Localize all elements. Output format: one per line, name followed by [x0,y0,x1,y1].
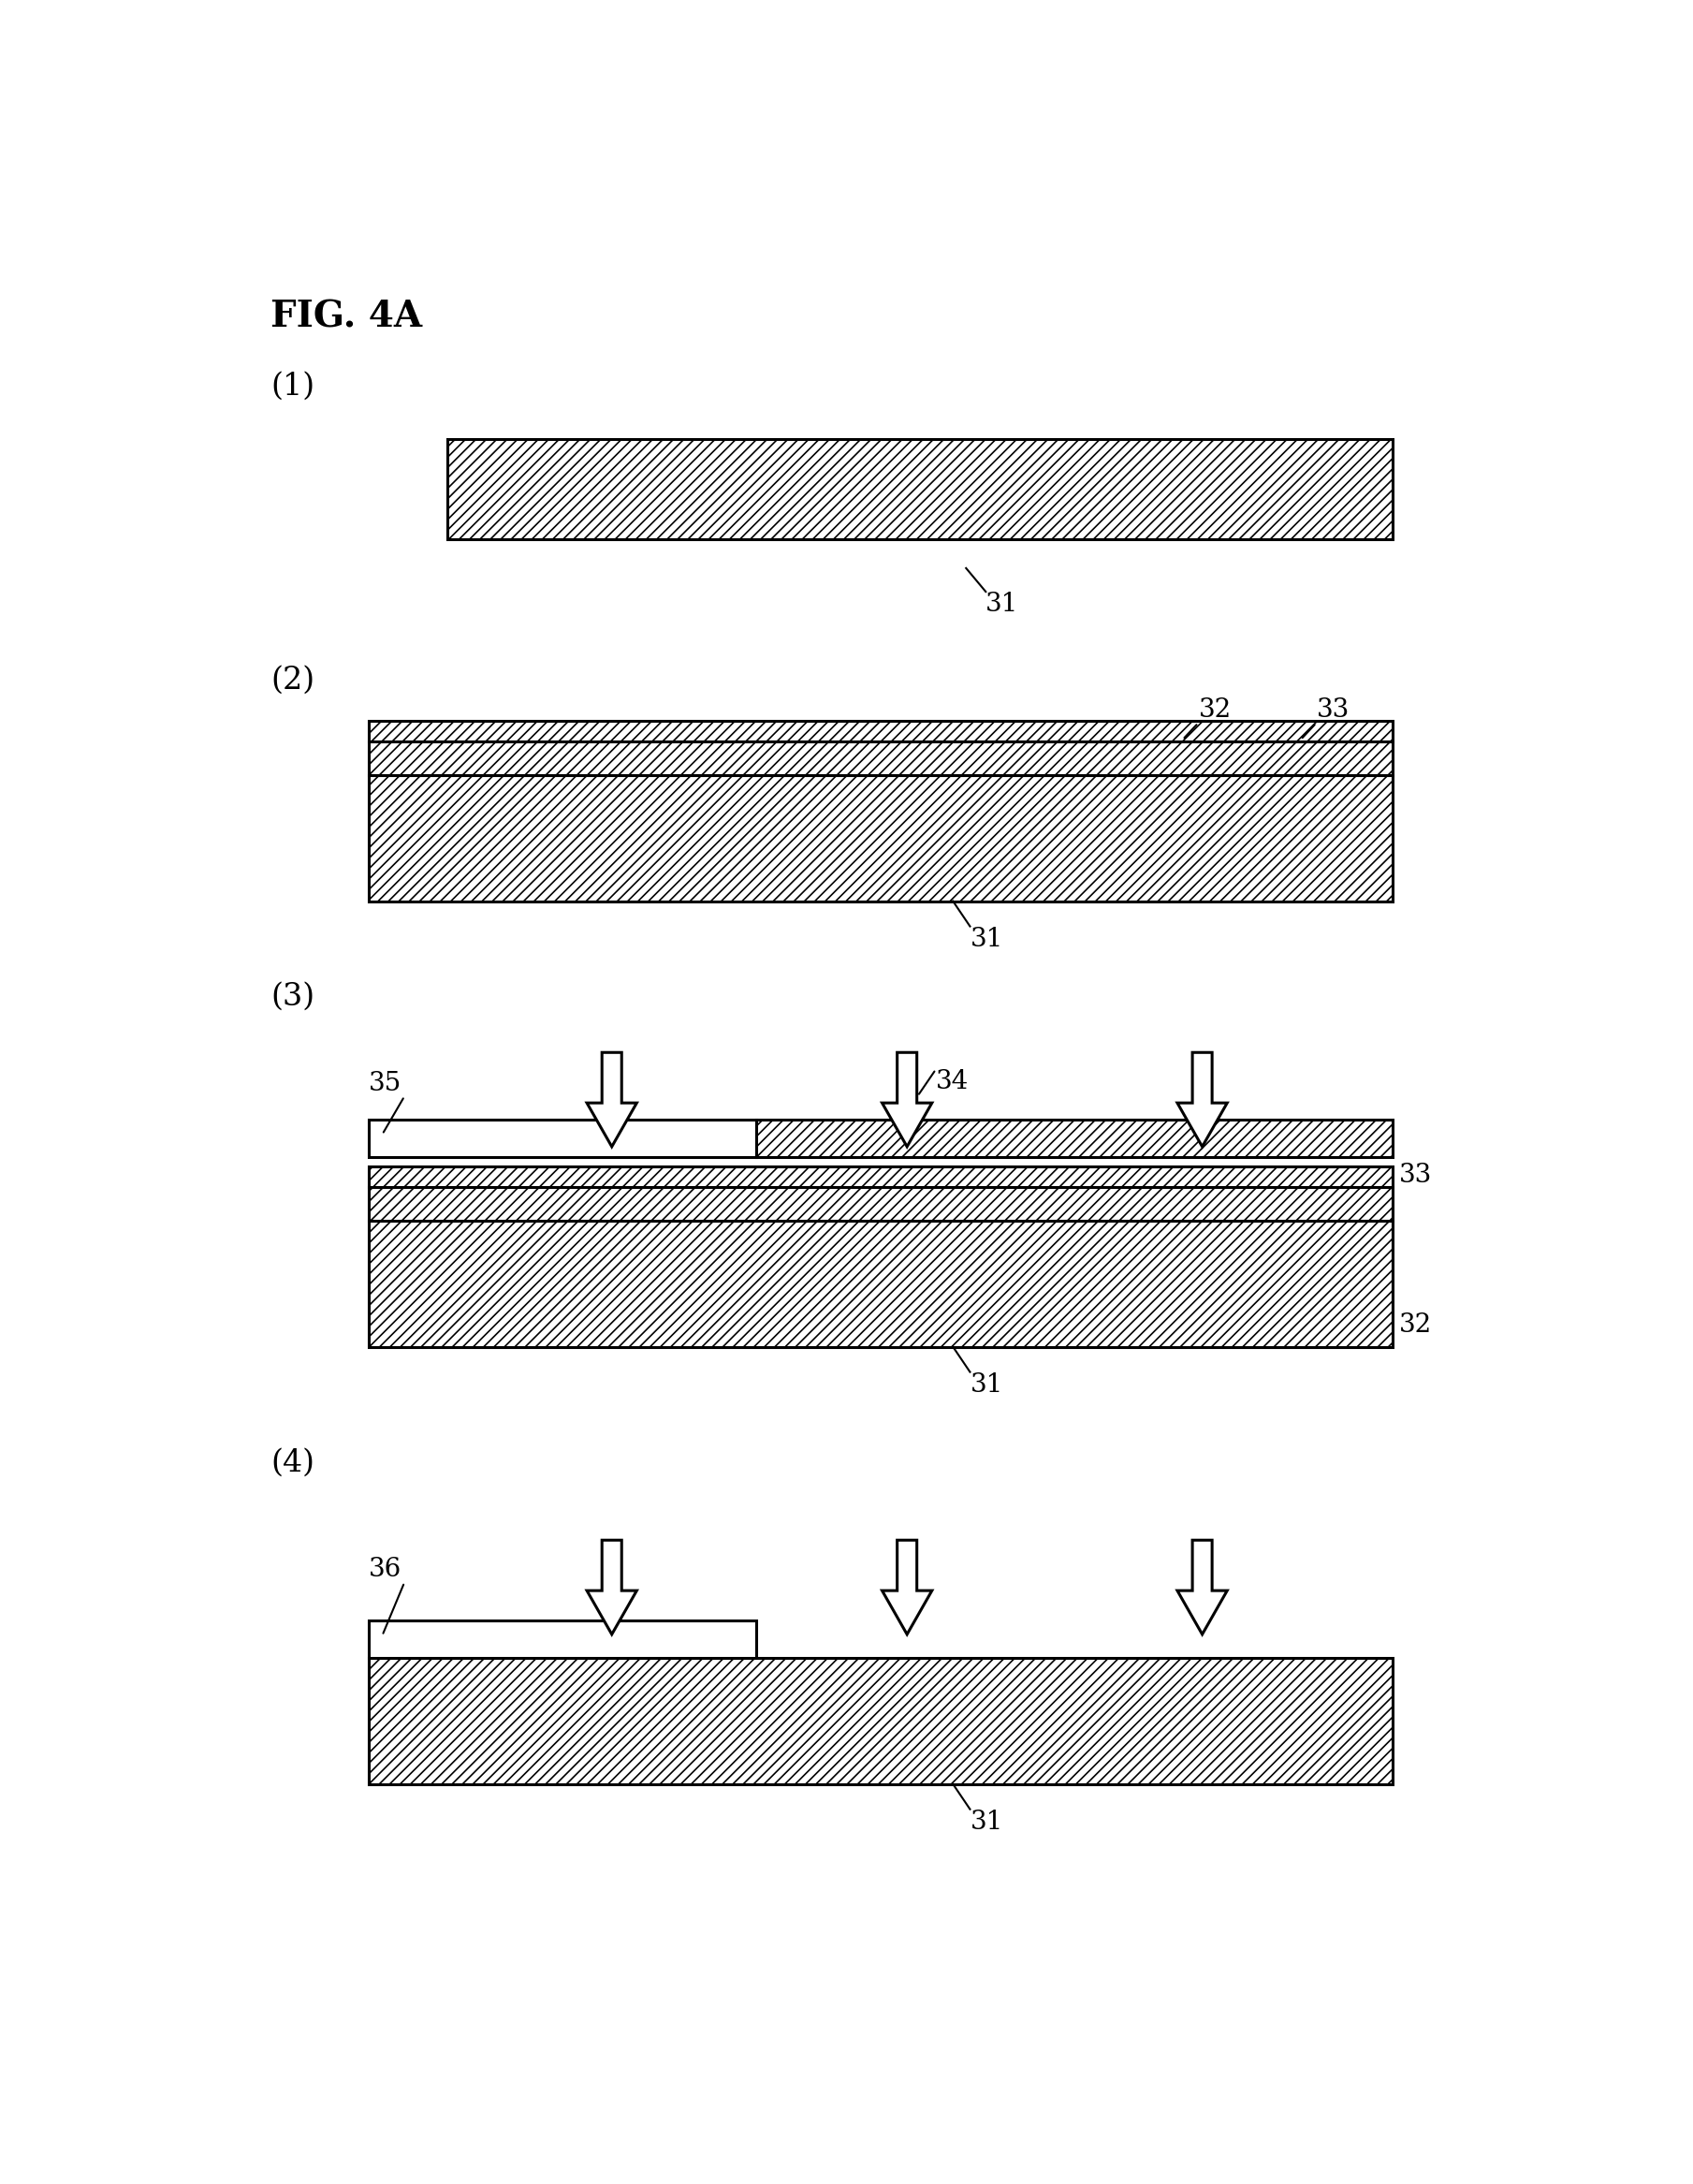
Polygon shape [587,1540,637,1634]
Text: 31: 31 [985,592,1019,616]
Polygon shape [587,1053,637,1147]
Text: 36: 36 [369,1557,401,1581]
Bar [369,721,1392,740]
Text: 31: 31 [970,1808,1004,1835]
Text: 33: 33 [1317,697,1349,723]
Bar [369,1120,757,1158]
Text: 32: 32 [1199,697,1231,723]
Text: (3): (3) [271,983,315,1011]
Bar [369,740,1392,775]
Text: 32: 32 [1398,1313,1432,1337]
Text: 33: 33 [1398,1162,1432,1188]
Bar [447,439,1392,539]
Polygon shape [1177,1053,1227,1147]
Text: 35: 35 [369,1070,401,1096]
Text: (2): (2) [271,666,315,697]
Bar [369,1658,1392,1784]
Polygon shape [882,1053,931,1147]
Bar [369,1221,1392,1348]
Text: (1): (1) [271,371,315,402]
Bar [369,1621,757,1658]
Text: 31: 31 [970,926,1004,952]
Bar [369,1166,1392,1188]
Bar [369,1188,1392,1221]
Bar [757,1120,1392,1158]
Polygon shape [882,1540,931,1634]
Text: (4): (4) [271,1448,315,1479]
Text: 34: 34 [936,1070,968,1094]
Polygon shape [1177,1540,1227,1634]
Text: FIG. 4A: FIG. 4A [271,299,422,334]
Text: 31: 31 [970,1372,1004,1398]
Bar [369,775,1392,902]
